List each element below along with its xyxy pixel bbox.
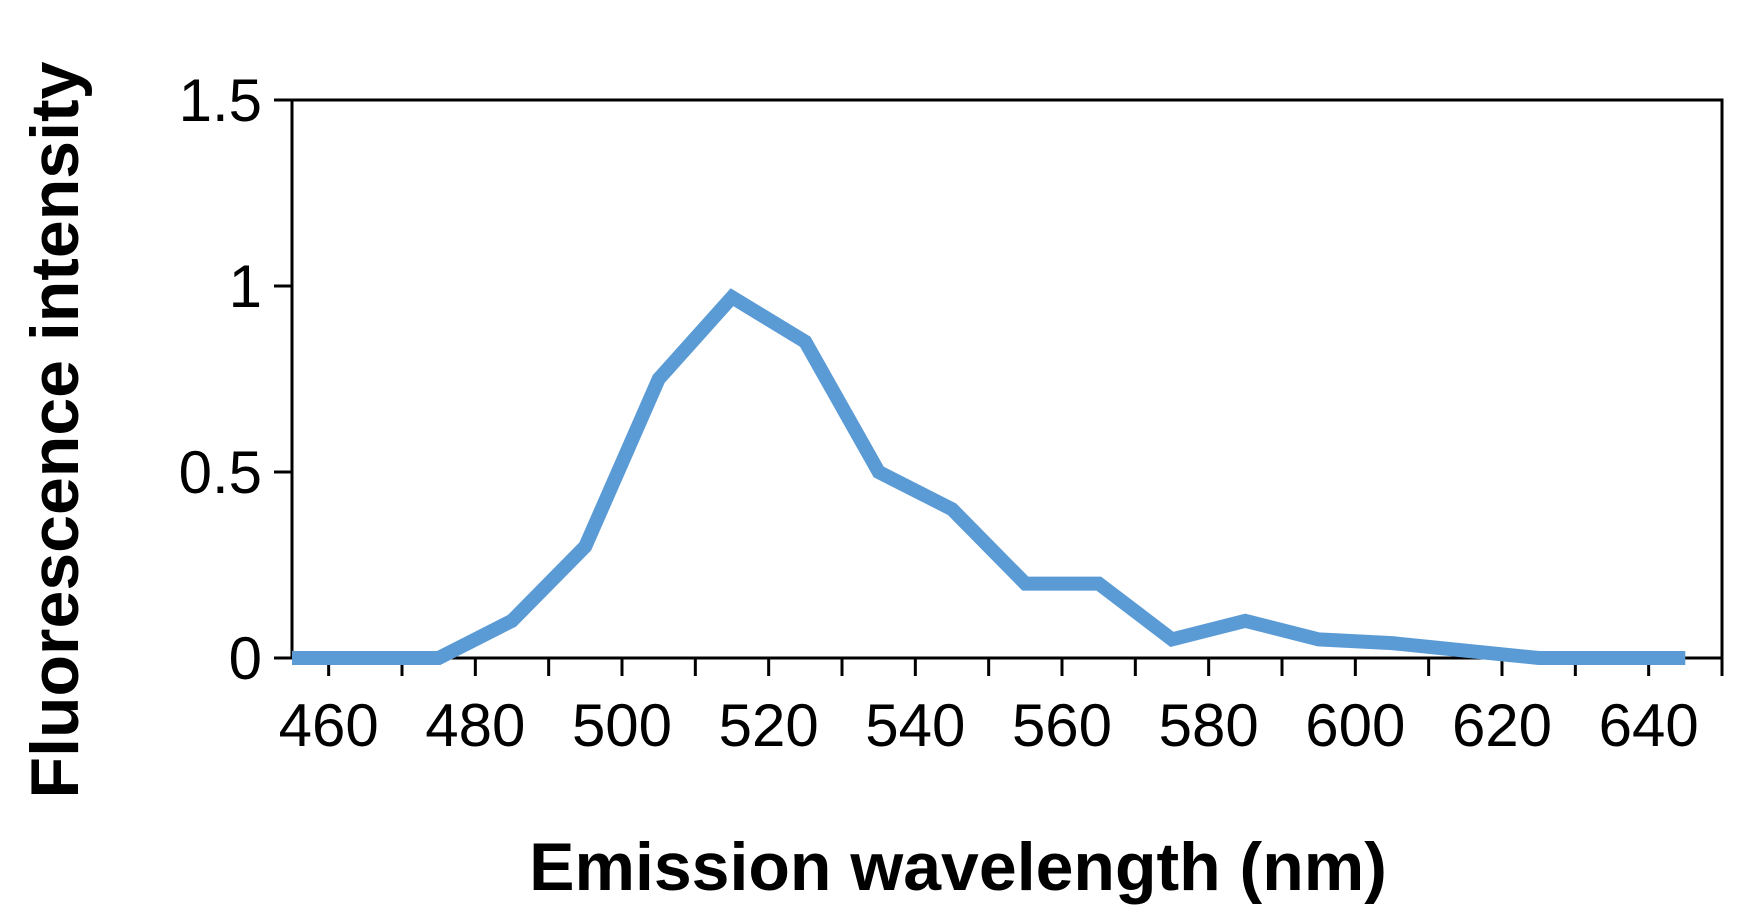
y-tick-label: 1.5: [179, 67, 262, 134]
x-tick-label: 460: [279, 692, 379, 759]
x-tick-label: 600: [1305, 692, 1405, 759]
y-tick-label: 1: [229, 253, 262, 320]
y-tick-label: 0.5: [179, 439, 262, 506]
x-tick-label: 620: [1452, 692, 1552, 759]
plot-area-frame: [290, 98, 1724, 660]
y-tick-label: 0: [229, 625, 262, 692]
x-tick-label: 500: [572, 692, 672, 759]
x-tick-label: 480: [425, 692, 525, 759]
y-axis-ticks: 0 0.5 1 1.5: [179, 67, 292, 692]
x-tick-label: 520: [719, 692, 819, 759]
x-axis-title: Emission wavelength (nm): [529, 829, 1387, 905]
x-tick-label: 560: [1012, 692, 1112, 759]
x-tick-label: 580: [1159, 692, 1259, 759]
x-tick-label: 540: [865, 692, 965, 759]
y-axis-title: Fluorescence intensity: [17, 61, 93, 798]
series-line: [292, 288, 1686, 665]
series-layer: [291, 288, 1686, 665]
x-axis-ticks: 460 480 500 520 540 560 580 600 620 640: [279, 658, 1724, 759]
x-tick-label: 640: [1599, 692, 1699, 759]
